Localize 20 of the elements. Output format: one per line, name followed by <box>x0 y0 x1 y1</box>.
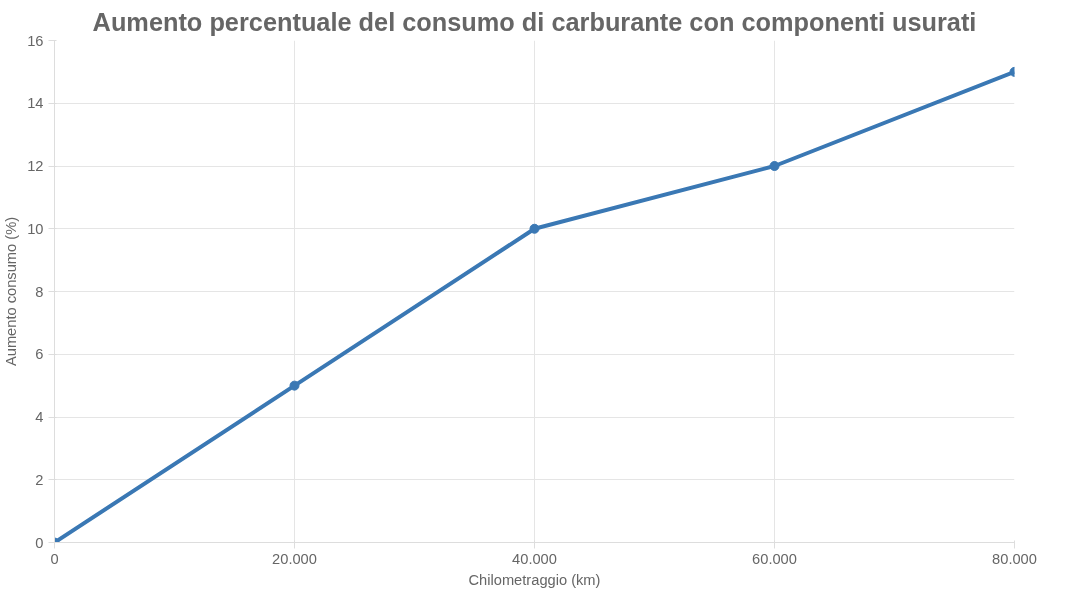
x-tick-label: 80.000 <box>992 550 1037 567</box>
point <box>769 161 780 171</box>
y-tick-label: 14 <box>27 95 44 112</box>
x-axis-title: Chilometraggio (km) <box>468 571 601 588</box>
point <box>529 223 540 234</box>
x-tick-label: 20.000 <box>272 550 317 567</box>
x-tick-label: 60.000 <box>752 550 797 567</box>
y-tick-label: 4 <box>35 409 44 425</box>
y-tick-label: 6 <box>35 346 44 363</box>
y-tick-label: 8 <box>35 283 44 300</box>
y-tick-label: 10 <box>27 220 44 237</box>
x-tick-label: 40.000 <box>512 550 557 567</box>
x-tick-label: 0 <box>50 550 59 567</box>
chart-title: Aumento percentuale del consumo di carburante con componenti usurati <box>92 7 977 36</box>
y-tick-label: 2 <box>35 471 44 488</box>
y-tick-label: 16 <box>27 32 44 49</box>
y-tick-label: 12 <box>27 158 44 174</box>
y-tick-label: 0 <box>35 534 44 551</box>
point <box>289 380 300 391</box>
y-axis-title: Aumento consumo (%) <box>3 216 20 367</box>
